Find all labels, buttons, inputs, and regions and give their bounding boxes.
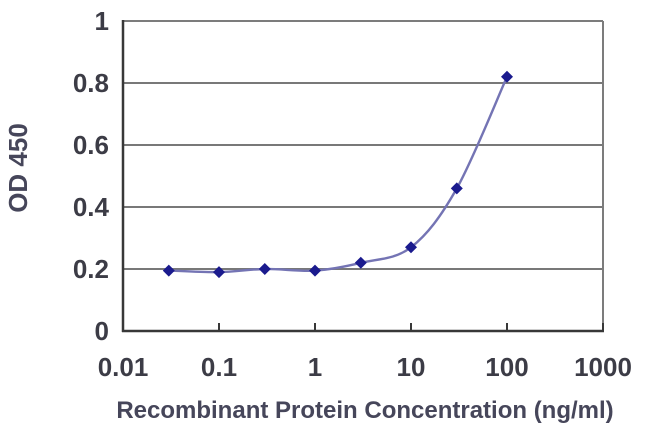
data-point-marker-0.1 [212,266,226,279]
y-gridlines [123,82,603,270]
data-point-marker-0.3 [258,262,271,276]
axes [121,20,604,333]
data-point-marker-0.03 [162,264,175,277]
y-tick-label: 0.6 [73,130,109,160]
data-point-marker-30 [450,182,463,195]
x-tick-label: 100 [485,352,528,382]
y-tick-label: 0.4 [73,192,110,222]
y-tick-label: 0.8 [73,68,109,98]
x-axis-title: Recombinant Protein Concentration (ng/ml… [116,397,613,424]
data-point-marker-1 [308,264,322,277]
y-tick-label: 0 [95,316,109,346]
data-series-line [168,76,509,274]
y-tick-labels: 0 0.2 0.4 0.6 0.8 1 [73,6,110,346]
data-point-marker-3 [354,256,367,269]
data-point-markers [162,70,514,279]
plot-border [123,20,604,331]
y-axis-title: OD 450 [3,123,33,213]
x-axis-ticks [122,323,604,331]
y-tick-label: 1 [95,6,109,36]
y-tick-label: 0.2 [73,254,109,284]
x-tick-label: 1 [308,352,322,382]
data-point-marker-10 [404,241,418,254]
series-path [168,76,509,274]
x-tick-label: 0.01 [98,352,149,382]
x-tick-labels: 0.01 0.1 1 10 100 1000 [98,352,632,382]
data-point-marker-100 [500,70,514,83]
x-tick-label: 0.1 [201,352,237,382]
x-tick-label: 10 [397,352,426,382]
x-tick-label: 1000 [574,352,632,382]
